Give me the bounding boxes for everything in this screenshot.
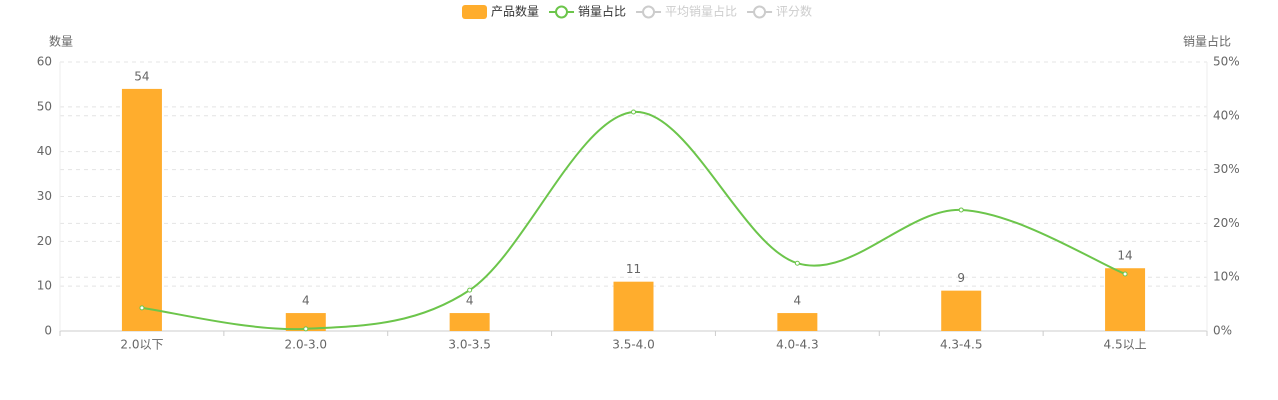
y2-tick-label: 50% <box>1213 55 1240 69</box>
legend-swatch <box>462 5 487 19</box>
legend-label: 产品数量 <box>491 4 539 19</box>
bar <box>613 281 654 331</box>
legend-label: 平均销量占比 <box>665 4 737 19</box>
line-point <box>303 326 309 332</box>
data-label: 11 <box>626 262 641 276</box>
line-point <box>139 305 145 311</box>
bar <box>1105 268 1146 331</box>
y-tick-label: 60 <box>37 55 52 69</box>
y-tick-label: 40 <box>37 144 52 158</box>
y-tick-label: 20 <box>37 234 52 248</box>
line-point <box>631 109 636 115</box>
data-label: 4 <box>466 294 474 308</box>
line-point <box>1122 271 1128 277</box>
legend-swatch <box>642 5 656 19</box>
data-label: 14 <box>1117 249 1132 263</box>
line-point <box>958 207 964 213</box>
x-tick-label: 3.0-3.5 <box>448 338 491 352</box>
legend-swatch <box>753 5 767 19</box>
x-tick-label: 4.5以上 <box>1104 338 1147 352</box>
line-point <box>467 287 473 293</box>
y2-tick-label: 20% <box>1213 216 1240 230</box>
x-tick-label: 4.3-4.5 <box>940 338 983 352</box>
data-label: 9 <box>957 271 965 285</box>
bar <box>285 313 326 331</box>
legend-item[interactable]: 评分数 <box>747 4 812 19</box>
y2-tick-label: 30% <box>1213 162 1240 176</box>
y2-tick-label: 0% <box>1213 324 1232 338</box>
data-label: 54 <box>134 69 149 83</box>
bar <box>121 88 162 332</box>
legend-swatch <box>555 5 569 19</box>
data-label: 4 <box>794 294 802 308</box>
x-tick-label: 4.0-4.3 <box>776 338 819 352</box>
y-axis-title: 数量 <box>49 34 73 49</box>
line-point <box>794 260 800 266</box>
legend-item[interactable]: 平均销量占比 <box>636 4 737 19</box>
data-label: 4 <box>302 294 310 308</box>
legend-label: 销量占比 <box>578 4 626 19</box>
bar <box>777 313 818 331</box>
legend-item[interactable]: 产品数量 <box>462 4 539 20</box>
y-tick-label: 50 <box>37 99 52 113</box>
y-tick-label: 30 <box>37 189 52 203</box>
legend-item[interactable]: 销量占比 <box>549 4 626 19</box>
x-tick-label: 3.5-4.0 <box>612 338 655 352</box>
bar <box>449 313 490 331</box>
y2-axis-title: 销量占比 <box>1183 34 1231 49</box>
y2-tick-label: 10% <box>1213 270 1240 284</box>
x-tick-label: 2.0以下 <box>120 338 163 352</box>
legend-label: 评分数 <box>776 4 812 19</box>
y-tick-label: 10 <box>37 279 52 293</box>
y-tick-label: 0 <box>44 324 52 338</box>
bar <box>941 290 982 331</box>
x-tick-label: 2.0-3.0 <box>285 338 328 352</box>
y2-tick-label: 40% <box>1213 108 1240 122</box>
